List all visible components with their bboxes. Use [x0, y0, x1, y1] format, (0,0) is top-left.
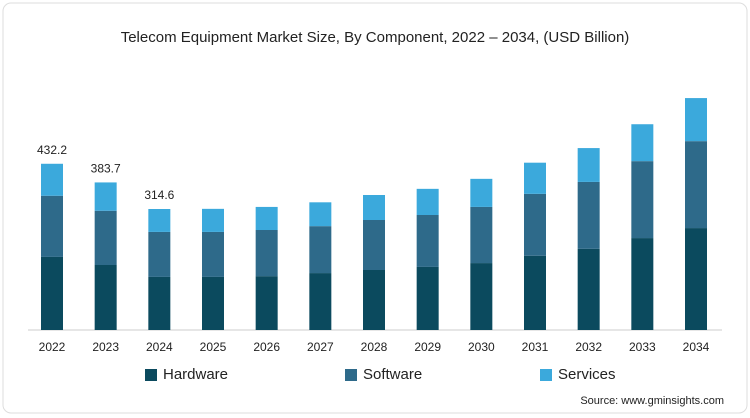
bar-segment: [577, 181, 600, 249]
total-label: 314.6: [144, 188, 174, 202]
bar-segment: [148, 231, 171, 277]
bar-segment: [202, 208, 224, 232]
legend-swatch: [540, 369, 552, 381]
bar-segment: [631, 124, 654, 162]
bar-segment: [524, 162, 546, 194]
legend-swatch: [345, 369, 357, 381]
x-tick-label: 2030: [468, 340, 495, 354]
x-tick-label: 2028: [361, 340, 388, 354]
bar-segment: [577, 248, 600, 330]
x-tick-label: 2033: [629, 340, 656, 354]
bar-segment: [309, 273, 332, 330]
bar-segment: [94, 265, 117, 330]
bar-segment: [148, 276, 171, 330]
bar-segment: [41, 195, 63, 257]
bar-segment: [685, 98, 707, 142]
bar-segment: [470, 178, 493, 207]
bar-segment: [524, 255, 546, 330]
bar-segment: [148, 209, 171, 232]
bar-segment: [685, 141, 707, 229]
bar-segment: [94, 182, 117, 211]
bar-segment: [94, 210, 117, 265]
x-tick-label: 2022: [39, 340, 66, 354]
legend-label: Hardware: [163, 366, 228, 383]
x-tick-label: 2023: [92, 340, 119, 354]
bar-segment: [309, 226, 332, 274]
bar-segment: [363, 270, 385, 330]
legend-label: Services: [558, 366, 616, 383]
bar-segment: [363, 220, 385, 270]
bar-segment: [416, 215, 439, 267]
bar-segment: [631, 238, 654, 330]
total-label: 432.2: [37, 143, 67, 157]
source: Source: www.gminsights.com: [580, 395, 724, 407]
bar-segment: [577, 148, 600, 182]
chart-title: Telecom Equipment Market Size, By Compon…: [121, 29, 630, 46]
total-label: 383.7: [91, 162, 121, 176]
bar-segment: [255, 206, 278, 230]
bar-segment: [41, 256, 63, 330]
x-tick-label: 2032: [575, 340, 602, 354]
bar-segment: [470, 263, 493, 330]
bar-segment: [202, 231, 224, 277]
legend-swatch: [145, 369, 157, 381]
bar-segment: [41, 163, 63, 196]
bar-segment: [202, 276, 224, 330]
x-tick-label: 2034: [683, 340, 710, 354]
bar-segment: [685, 228, 707, 330]
x-tick-label: 2031: [522, 340, 549, 354]
bar-segment: [416, 188, 439, 215]
bar-segment: [363, 195, 385, 220]
bar-segment: [255, 230, 278, 277]
bar-segment: [524, 193, 546, 256]
bar-segment: [255, 276, 278, 330]
legend-label: Software: [363, 366, 422, 383]
x-tick-label: 2024: [146, 340, 173, 354]
bar-segment: [309, 202, 332, 227]
bar-segment: [416, 266, 439, 330]
x-tick-label: 2025: [200, 340, 227, 354]
x-tick-label: 2027: [307, 340, 334, 354]
x-tick-label: 2029: [414, 340, 441, 354]
bar-segment: [470, 206, 493, 264]
x-tick-label: 2026: [253, 340, 280, 354]
bar-segment: [631, 161, 654, 239]
